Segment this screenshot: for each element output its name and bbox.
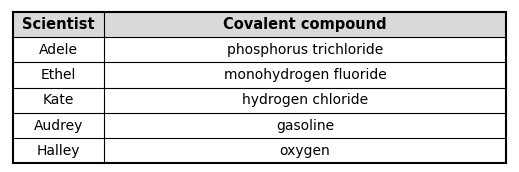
Text: hydrogen chloride: hydrogen chloride <box>242 93 368 107</box>
Bar <box>104 138 506 163</box>
Text: gasoline: gasoline <box>276 119 334 133</box>
Bar <box>104 88 506 113</box>
Text: Halley: Halley <box>37 144 80 158</box>
Bar <box>104 113 506 138</box>
Bar <box>104 12 506 37</box>
Text: Audrey: Audrey <box>34 119 83 133</box>
Bar <box>13 37 104 62</box>
Bar <box>13 62 104 88</box>
Bar <box>13 88 104 113</box>
Text: phosphorus trichloride: phosphorus trichloride <box>227 43 383 57</box>
Text: oxygen: oxygen <box>280 144 331 158</box>
Text: Adele: Adele <box>39 43 78 57</box>
Text: Scientist: Scientist <box>22 17 95 32</box>
Bar <box>13 113 104 138</box>
Bar <box>104 62 506 88</box>
Text: Ethel: Ethel <box>41 68 76 82</box>
Bar <box>13 12 104 37</box>
Text: monohydrogen fluoride: monohydrogen fluoride <box>224 68 387 82</box>
Text: Kate: Kate <box>43 93 74 107</box>
Bar <box>104 37 506 62</box>
Bar <box>13 138 104 163</box>
Text: Covalent compound: Covalent compound <box>223 17 387 32</box>
